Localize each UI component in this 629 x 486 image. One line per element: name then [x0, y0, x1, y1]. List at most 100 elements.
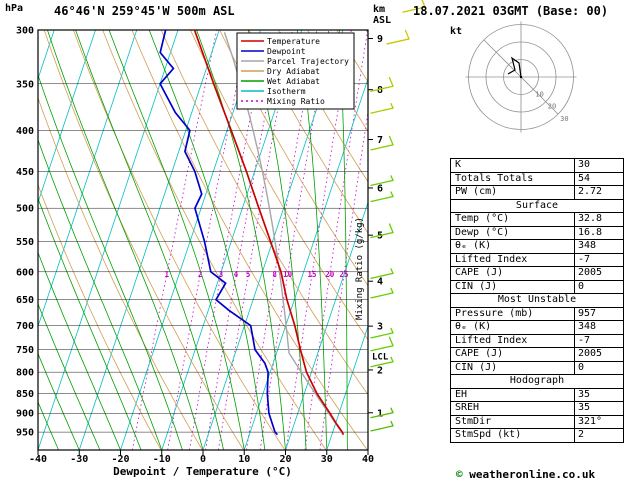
row-value: 0 [578, 361, 585, 373]
km-tick-label: 7 [377, 135, 383, 146]
mixing-ratio-labels: 1 2 3 4 5 8 10 15 20 25 [164, 270, 348, 279]
wet-adiabat-line [47, 30, 204, 450]
row-value: 2005 [578, 348, 603, 359]
asl-axis-label: ASL [373, 15, 391, 26]
row-label: StmSpd (kt) [451, 429, 575, 442]
x-tick-label: 0 [200, 454, 206, 465]
isotherm-line [285, 201, 368, 450]
datetime-title: 18.07.2021 03GMT (Base: 00) [413, 4, 609, 18]
pressure-tick-label: 450 [16, 167, 34, 178]
mixing-ratio-line [189, 30, 268, 450]
x-tick-label: -40 [29, 454, 47, 465]
wind-barb [370, 327, 394, 339]
hodograph-ring-label: 20 [548, 103, 556, 111]
copyright-symbol: © [456, 468, 463, 481]
pressure-tick-label: 750 [16, 345, 34, 356]
mixing-ratio-value-label: 2 [198, 270, 203, 279]
row-value: -7 [578, 334, 591, 346]
table-row: Pressure (mb) 957 [451, 306, 623, 320]
pressure-tick-label: 950 [16, 428, 34, 439]
wind-barb [370, 287, 394, 299]
dry-adiabat-line [277, 30, 368, 183]
wind-barb [386, 29, 410, 45]
row-label: Pressure (mb) [451, 307, 575, 320]
table-row: Dewp (°C) 16.8 [451, 225, 623, 239]
wind-barb [370, 336, 394, 352]
wind-barb [370, 407, 394, 419]
row-value: 2005 [578, 267, 603, 278]
x-tick-label: 10 [238, 454, 250, 465]
hodograph-unit-label: kt [450, 26, 462, 37]
wet-adiabat-line [38, 401, 59, 450]
km-axis-label: km [373, 4, 385, 15]
wind-barb [370, 191, 394, 203]
row-value: 54 [578, 172, 591, 184]
wind-barb [402, 0, 426, 13]
row-value: 348 [578, 240, 597, 251]
wind-barb [370, 420, 394, 432]
x-tick-label: 30 [321, 454, 333, 465]
row-value: 35 [578, 388, 591, 400]
row-label: StmDir [451, 415, 575, 428]
x-tick-label: -30 [70, 454, 88, 465]
wind-barb [370, 77, 394, 92]
copyright: © weatheronline.co.uk [456, 468, 595, 481]
row-label: Lifted Index [451, 253, 575, 266]
row-value: 2.72 [578, 186, 603, 197]
dry-adiabat-line [219, 30, 368, 287]
temperature-curve [193, 30, 345, 436]
wet-adiabat-line [38, 302, 101, 450]
x-tick-label: 20 [279, 454, 291, 465]
row-value: 2 [578, 429, 585, 440]
isotherm-line [0, 30, 13, 450]
hodograph-ring [468, 24, 574, 130]
wind-barb [370, 175, 394, 187]
row-label: Lifted Index [451, 334, 575, 347]
table-row: CIN (J) 0 [451, 360, 623, 374]
row-value: 0 [578, 280, 585, 292]
wind-barb [370, 356, 394, 368]
row-label: Temp (°C) [451, 213, 575, 226]
row-label: θₑ (K) [451, 321, 575, 334]
temperature-axis: -40 -30 -20 -10 0 10 20 30 40 [29, 450, 374, 465]
isotherm-line [38, 30, 96, 204]
isotherm-line [326, 324, 368, 450]
row-value: 321° [578, 415, 603, 427]
table-section-header: Most Unstable [451, 293, 623, 307]
table-row: θₑ (K) 348 [451, 239, 623, 253]
km-tick-label: 9 [377, 34, 383, 45]
table-row: CIN (J) 0 [451, 279, 623, 293]
lcl-label: LCL [372, 353, 389, 363]
table-row: PW (cm) 2.72 [451, 185, 623, 199]
legend-entry-label: Parcel Trajectory [267, 57, 349, 66]
hodograph: 10 20 30 kt [450, 21, 577, 133]
row-value: 16.8 [578, 226, 603, 238]
table-row: CAPE (J) 2005 [451, 266, 623, 280]
km-tick-label: 4 [377, 277, 383, 288]
dewpoint-curve [159, 30, 279, 436]
x-axis-label: Dewpoint / Temperature (°C) [113, 465, 292, 478]
row-label: θₑ (K) [451, 240, 575, 253]
wet-adiabat-line [38, 352, 80, 450]
table-row: SREH 35 [451, 401, 623, 415]
wind-barb [370, 268, 394, 279]
pressure-tick-label: 500 [16, 204, 34, 215]
row-label: PW (cm) [451, 186, 575, 199]
mixing-ratio-value-label: 20 [325, 270, 335, 279]
pressure-tick-label: 550 [16, 237, 34, 248]
table-row: θₑ (K) 348 [451, 320, 623, 334]
profile-curves [159, 30, 345, 436]
dry-adiabat-line [248, 30, 368, 234]
row-value: 30 [578, 159, 591, 170]
pressure-axis-unit: hPa [5, 3, 24, 14]
row-label: CAPE (J) [451, 267, 575, 280]
hodograph-trace [507, 56, 522, 78]
dry-adiabat-line [38, 96, 203, 450]
pressure-tick-label: 300 [16, 26, 34, 37]
table-row: Lifted Index -7 [451, 333, 623, 347]
legend-entry-label: Dewpoint [267, 47, 306, 56]
wind-barb [370, 135, 394, 151]
isotherm-line [38, 30, 179, 450]
